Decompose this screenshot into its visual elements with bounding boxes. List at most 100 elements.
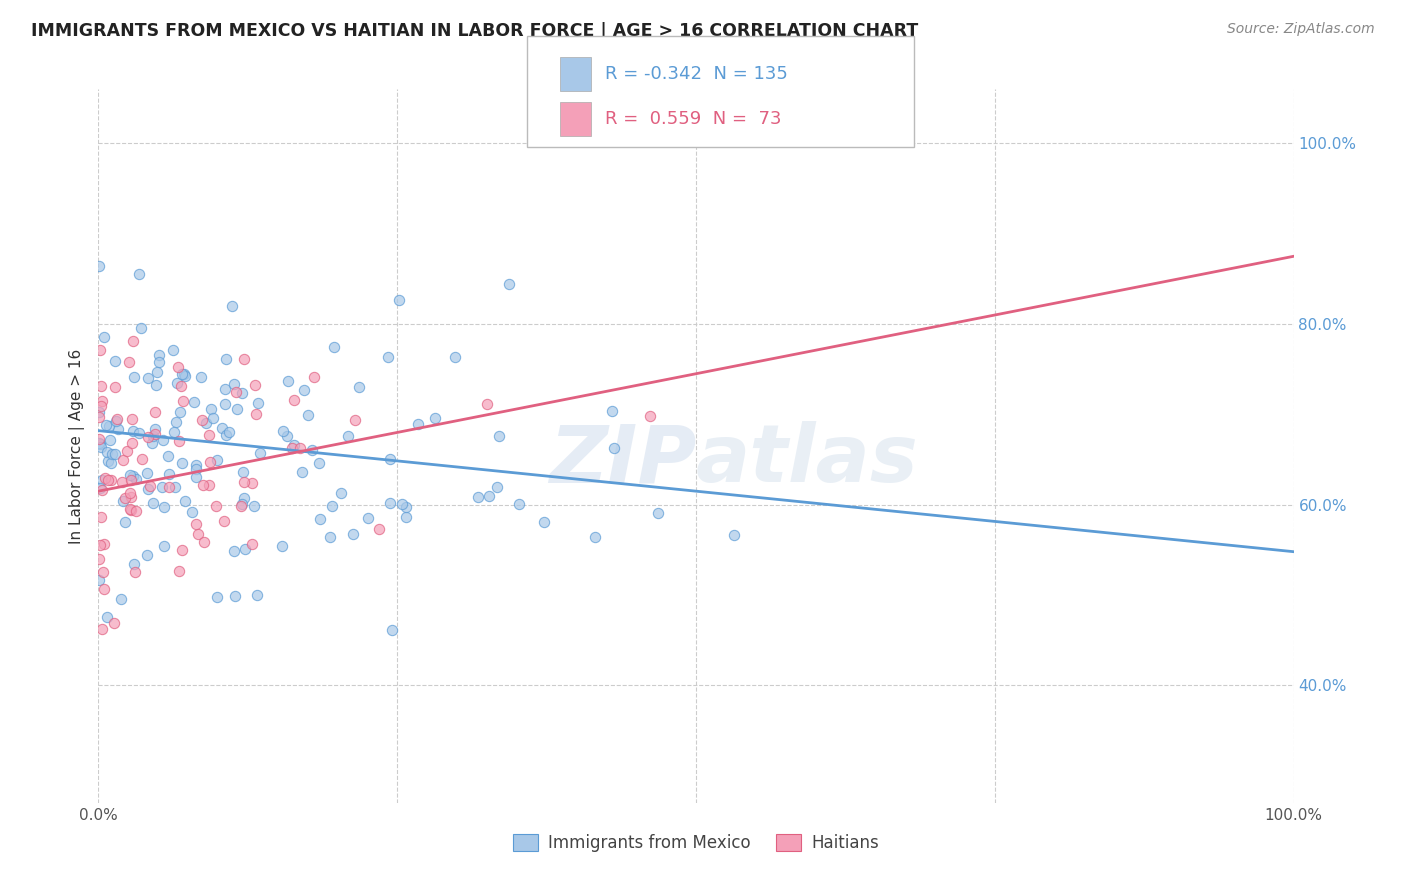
Point — [89, 538, 111, 552]
Point — [212, 514, 235, 528]
Point — [243, 378, 266, 392]
Point — [90, 510, 112, 524]
Point — [110, 592, 132, 607]
Point — [120, 490, 142, 504]
Point — [173, 367, 195, 381]
Point — [423, 411, 446, 425]
Point — [152, 434, 174, 448]
Point — [205, 452, 228, 467]
Point — [111, 494, 134, 508]
Point — [141, 436, 163, 450]
Point — [388, 293, 411, 308]
Point — [215, 352, 238, 367]
Point — [292, 383, 315, 397]
Point — [91, 622, 114, 636]
Point — [243, 499, 266, 513]
Point — [145, 378, 167, 392]
Text: R =  0.559  N =  73: R = 0.559 N = 73 — [605, 110, 782, 128]
Point — [444, 350, 467, 364]
Point — [157, 467, 180, 481]
Point — [283, 438, 305, 452]
Point — [103, 615, 125, 630]
Point — [647, 506, 669, 520]
Point — [488, 429, 510, 443]
Point — [273, 424, 295, 438]
Point — [111, 475, 134, 489]
Point — [107, 422, 129, 436]
Point — [174, 369, 197, 384]
Point — [231, 385, 253, 400]
Point — [89, 481, 111, 495]
Point — [321, 499, 343, 513]
Point — [229, 500, 252, 514]
Point — [129, 320, 152, 334]
Point — [297, 408, 319, 422]
Point — [118, 355, 141, 369]
Point — [115, 444, 138, 458]
Point — [100, 456, 122, 470]
Point — [233, 475, 256, 489]
Point — [124, 557, 146, 571]
Point — [186, 458, 208, 472]
Point — [170, 543, 193, 558]
Point — [118, 486, 141, 500]
Point — [291, 465, 314, 479]
Point — [90, 473, 112, 487]
Point — [344, 413, 367, 427]
Text: Source: ZipAtlas.com: Source: ZipAtlas.com — [1227, 22, 1375, 37]
Point — [226, 401, 249, 416]
Point — [153, 500, 176, 515]
Point — [406, 417, 429, 431]
Point — [222, 544, 245, 558]
Point — [165, 416, 187, 430]
Point — [90, 440, 112, 454]
Point — [301, 443, 323, 458]
Point — [105, 411, 128, 425]
Point — [215, 428, 238, 442]
Point — [91, 566, 114, 580]
Point — [249, 446, 271, 460]
Point — [323, 341, 346, 355]
Point — [247, 395, 270, 409]
Point — [136, 483, 159, 497]
Point — [600, 404, 623, 418]
Point — [93, 582, 115, 597]
Point — [89, 405, 111, 419]
Point — [319, 530, 342, 544]
Point — [94, 417, 117, 432]
Point — [100, 473, 122, 487]
Point — [148, 348, 170, 362]
Point — [467, 490, 489, 504]
Point — [193, 534, 215, 549]
Point — [105, 414, 128, 428]
Point — [89, 259, 111, 273]
Point — [104, 380, 127, 394]
Point — [167, 565, 190, 579]
Point — [96, 445, 118, 459]
Point — [169, 405, 191, 419]
Point — [104, 447, 127, 461]
Point — [148, 355, 170, 369]
Point — [222, 376, 245, 391]
Point — [124, 565, 146, 579]
Point — [122, 369, 145, 384]
Point — [125, 472, 148, 486]
Point — [214, 396, 236, 410]
Point — [114, 491, 136, 505]
Point — [114, 515, 136, 529]
Point — [240, 475, 263, 490]
Point — [96, 610, 118, 624]
Point — [200, 455, 222, 469]
Point — [218, 425, 240, 440]
Point — [225, 385, 247, 400]
Point — [475, 397, 498, 411]
Point — [224, 589, 246, 603]
Point — [395, 500, 418, 514]
Point — [97, 473, 120, 487]
Point — [120, 473, 142, 487]
Point — [204, 499, 226, 513]
Point — [89, 574, 111, 588]
Point — [231, 498, 253, 512]
Text: IMMIGRANTS FROM MEXICO VS HAITIAN IN LABOR FORCE | AGE > 16 CORRELATION CHART: IMMIGRANTS FROM MEXICO VS HAITIAN IN LAB… — [31, 22, 918, 40]
Point — [90, 399, 112, 413]
